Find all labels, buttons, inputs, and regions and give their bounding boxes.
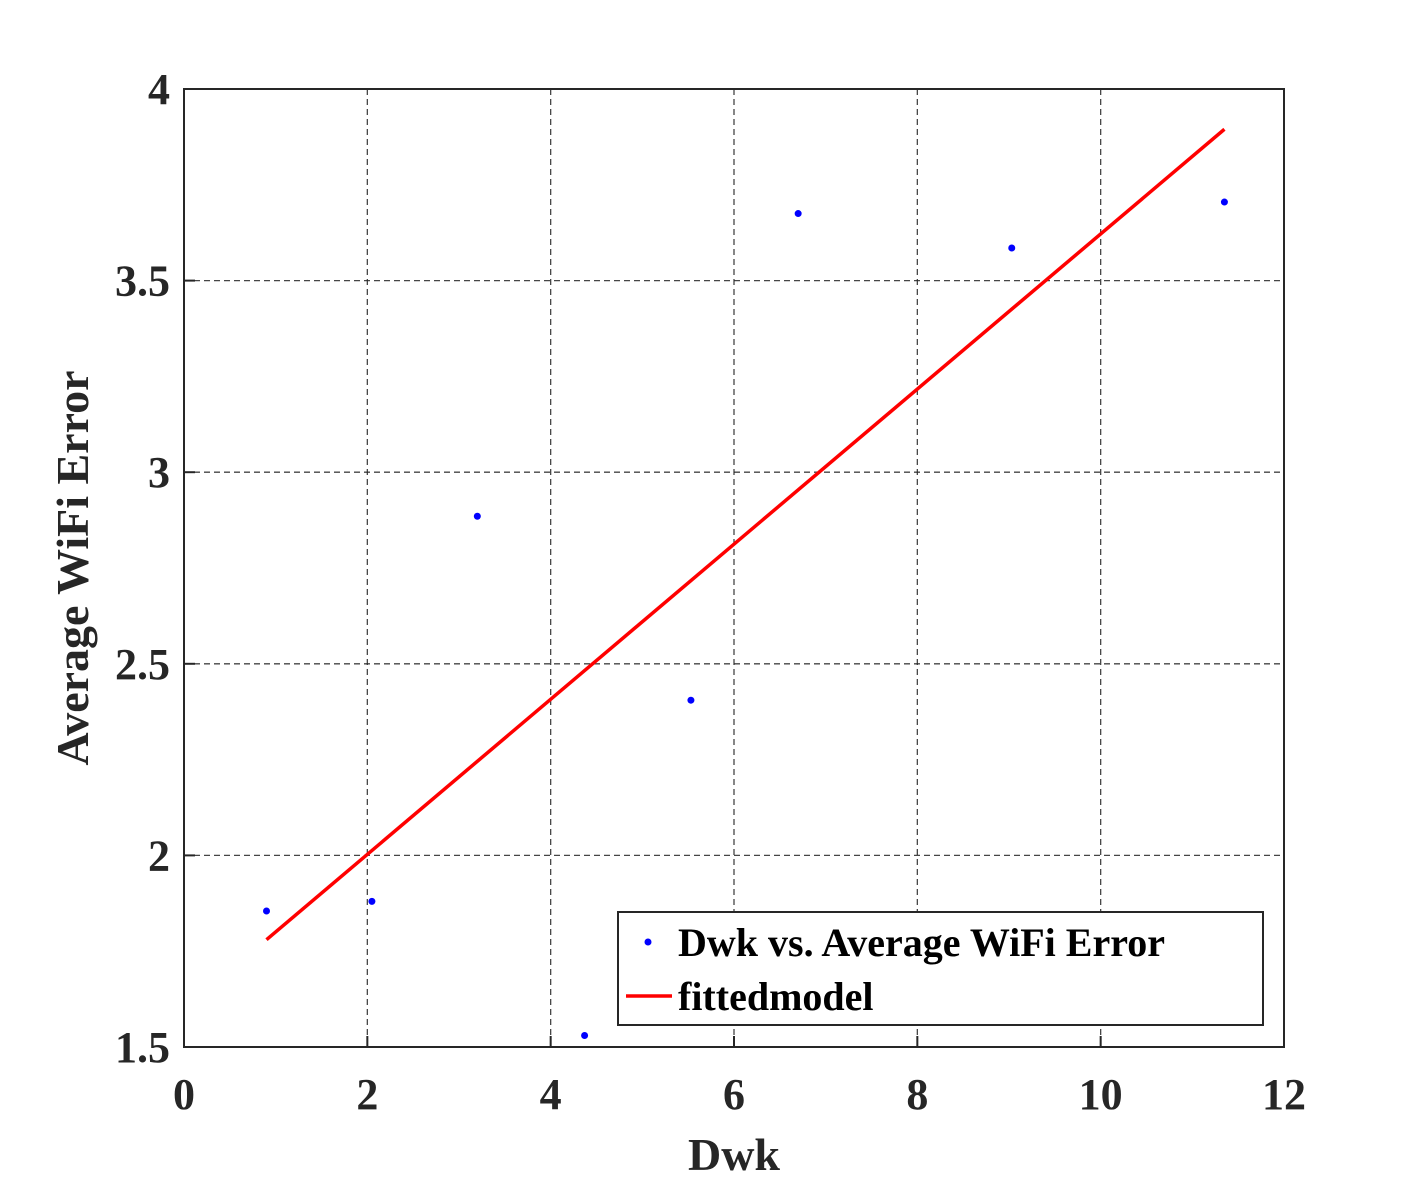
legend-scatter-marker <box>644 938 652 946</box>
y-axis-label: Average WiFi Error <box>47 370 98 765</box>
x-tick-label: 4 <box>540 1070 562 1119</box>
y-tick-label: 3.5 <box>115 257 170 306</box>
fitted-model-line <box>265 127 1226 942</box>
legend-box <box>617 911 1264 1026</box>
series-layer <box>263 127 1228 1040</box>
scatter-point <box>581 1032 589 1040</box>
y-tick-label: 3 <box>148 448 170 497</box>
axis-ticks: 0 2 4 6 8 10 12 1.5 2 2.5 3 3.5 4 <box>115 65 1306 1119</box>
scatter-point <box>1220 198 1228 206</box>
y-tick-label: 2.5 <box>115 640 170 689</box>
y-tick-label: 4 <box>148 65 170 114</box>
scatter-point <box>473 512 481 520</box>
legend: Dwk vs. Average WiFi Error fittedmodel <box>617 911 1264 1026</box>
scatter-point <box>368 897 376 905</box>
x-tick-label: 2 <box>356 1070 378 1119</box>
scatter-point <box>794 210 802 218</box>
x-axis-label: Dwk <box>688 1129 780 1180</box>
x-tick-label: 6 <box>723 1070 745 1119</box>
y-tick-label: 1.5 <box>115 1023 170 1072</box>
x-tick-label: 10 <box>1079 1070 1123 1119</box>
x-tick-label: 12 <box>1262 1070 1306 1119</box>
scatter-point <box>263 907 270 915</box>
legend-label-fit: fittedmodel <box>678 974 874 1019</box>
legend-label-scatter: Dwk vs. Average WiFi Error <box>678 920 1165 965</box>
y-tick-label: 2 <box>148 831 170 880</box>
x-tick-label: 0 <box>173 1070 195 1119</box>
scatter-point <box>1008 244 1016 252</box>
x-tick-label: 8 <box>906 1070 928 1119</box>
plot-background <box>184 89 1284 1047</box>
scatter-point <box>687 696 695 704</box>
